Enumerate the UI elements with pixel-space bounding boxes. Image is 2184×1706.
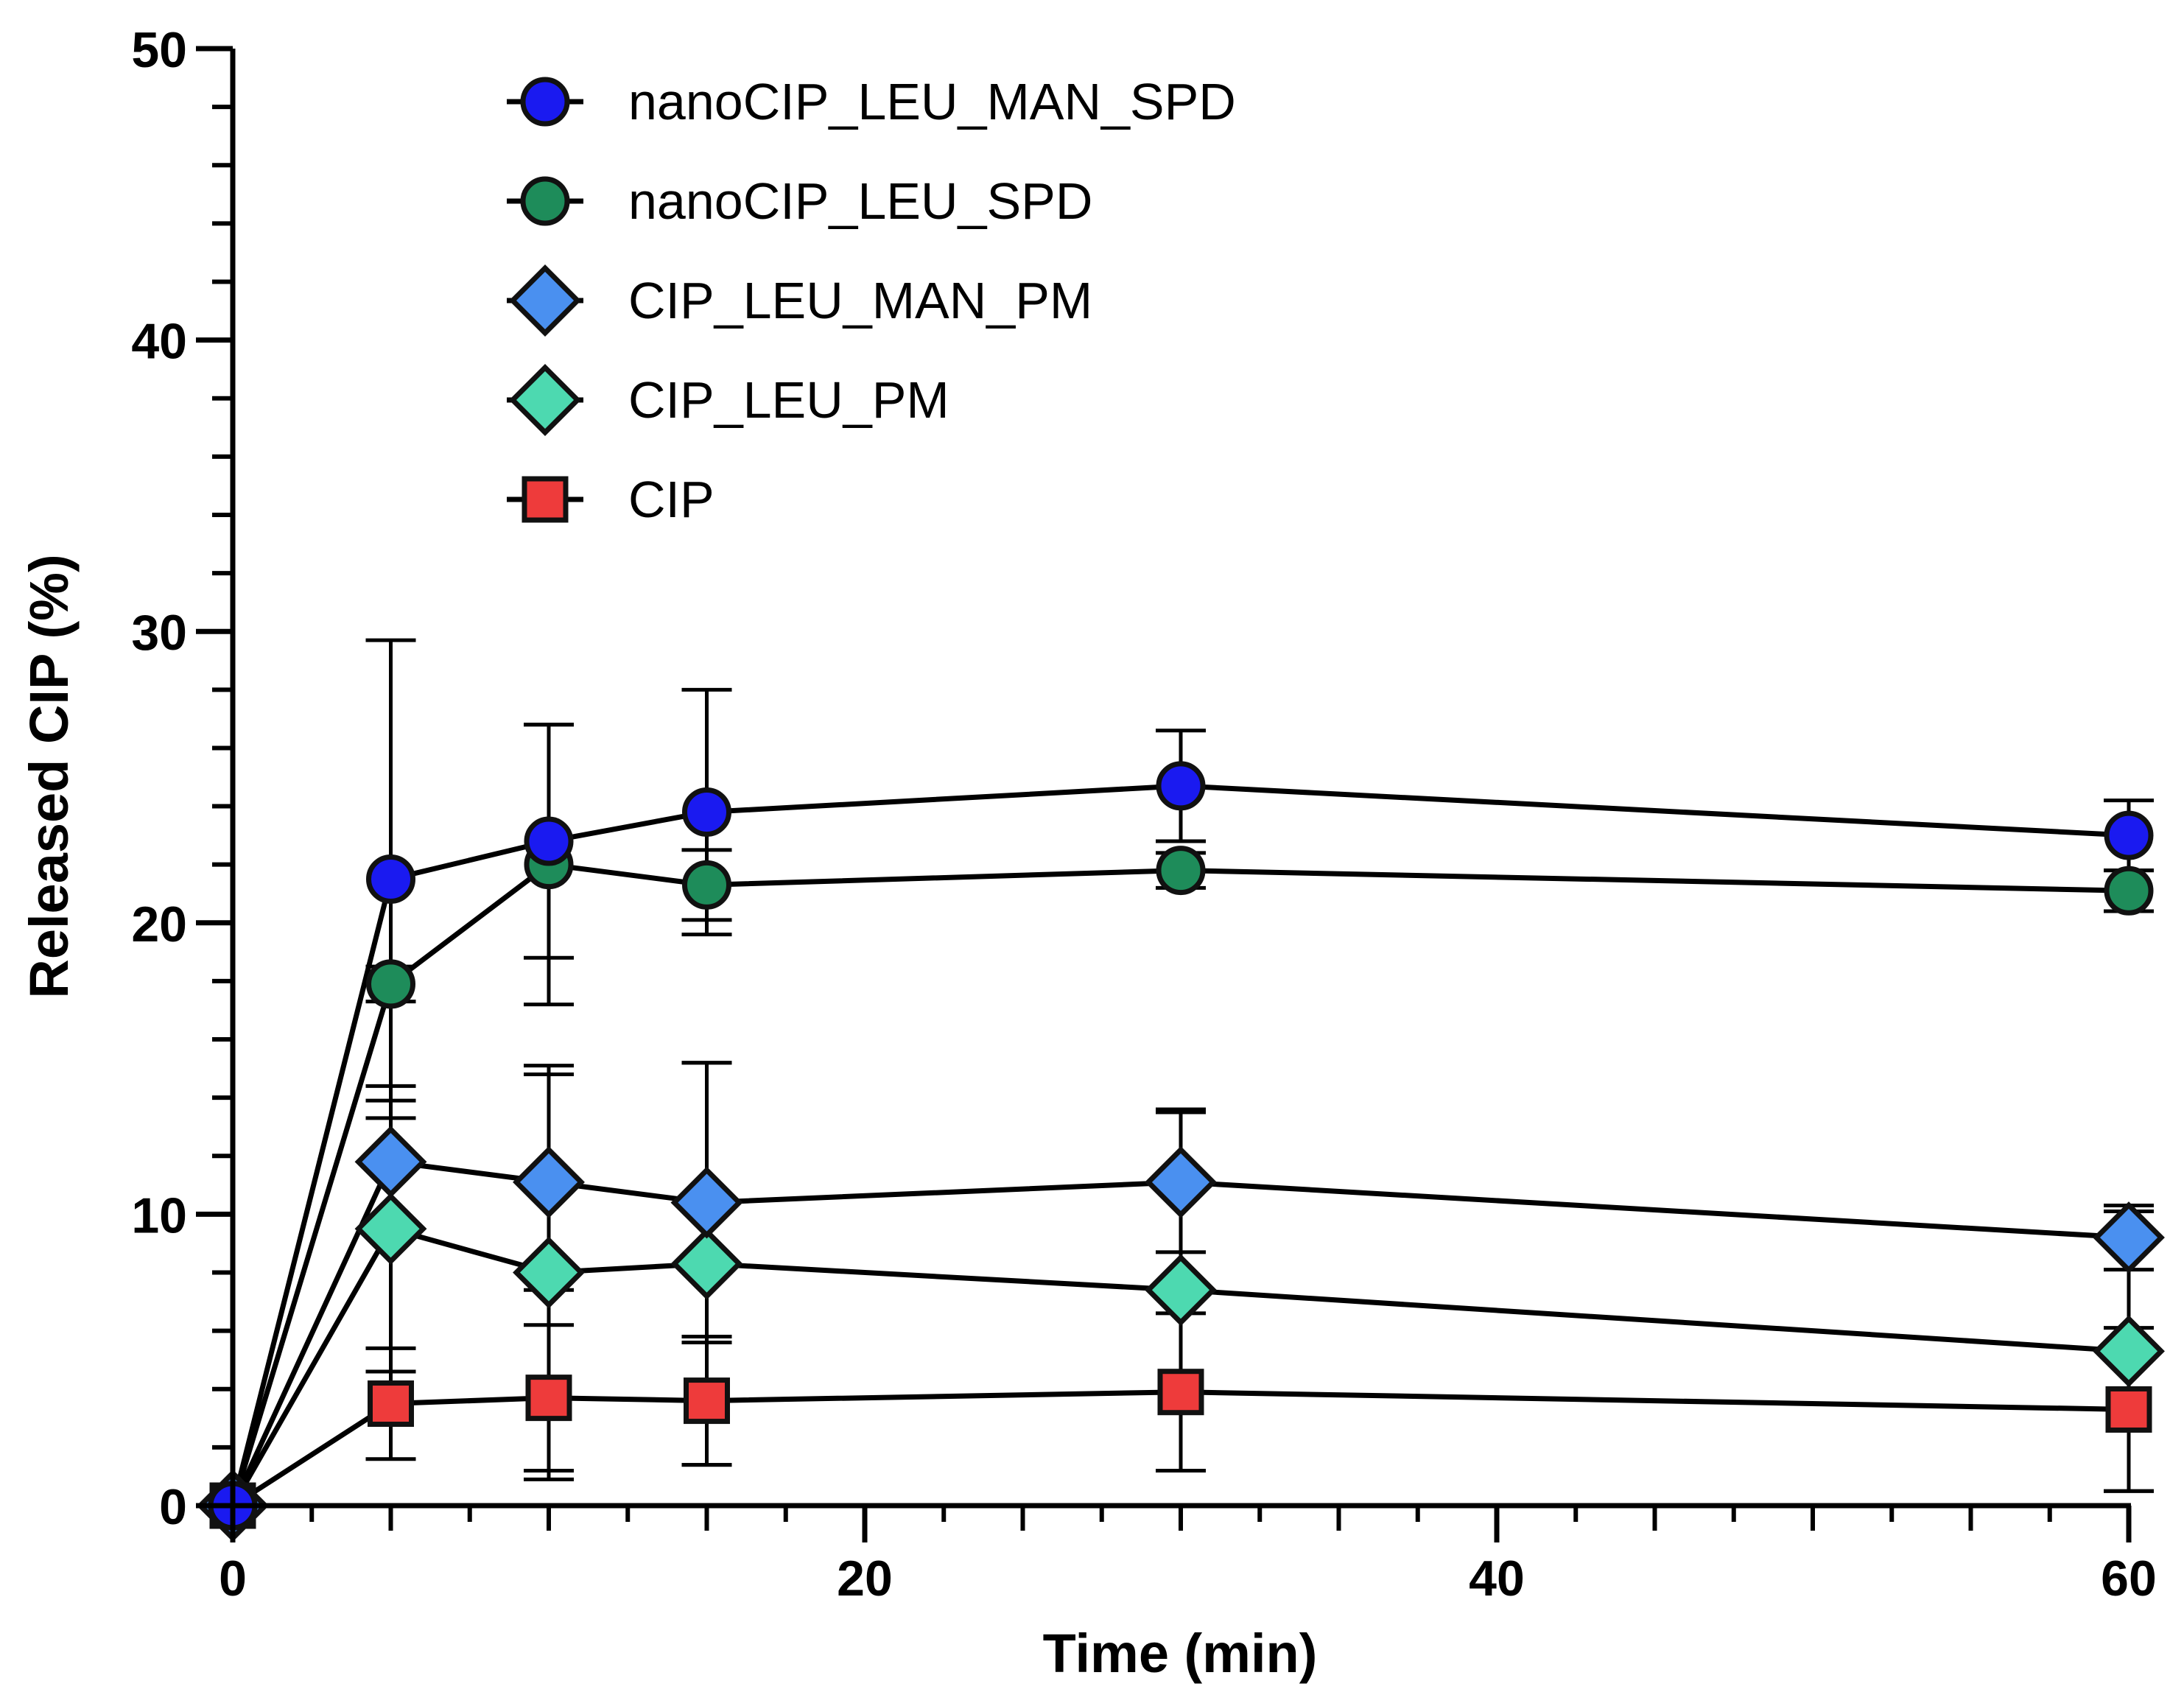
data-point xyxy=(368,1380,414,1428)
series-line xyxy=(230,1226,2129,1507)
data-point xyxy=(524,816,574,866)
data-point xyxy=(1156,846,1206,896)
data-point xyxy=(354,1193,427,1266)
data-point xyxy=(684,1377,730,1425)
y-tick-label: 10 xyxy=(131,1187,187,1243)
legend-item: nanoCIP_LEU_MAN_SPD xyxy=(507,73,1236,130)
data-point xyxy=(2104,866,2154,916)
legend: nanoCIP_LEU_MAN_SPD nanoCIP_LEU_SPD CIP_LE… xyxy=(507,73,1236,528)
markers-nanoCIP_LEU_MAN_SPD xyxy=(208,761,2154,1531)
legend-marker xyxy=(522,476,569,523)
series-line xyxy=(230,862,2129,1507)
data-point xyxy=(2104,810,2154,860)
legend-item: CIP xyxy=(507,471,714,528)
y-tick-label: 40 xyxy=(131,314,187,370)
data-point xyxy=(366,854,415,904)
x-tick-label: 0 xyxy=(219,1551,247,1607)
data-point xyxy=(1145,1254,1217,1327)
data-point xyxy=(1156,761,1206,811)
x-tick-label: 40 xyxy=(1469,1551,1525,1607)
data-point xyxy=(1157,1369,1204,1416)
data-point xyxy=(670,1227,743,1300)
data-point xyxy=(366,959,415,1009)
data-point xyxy=(354,1126,427,1198)
y-tick-label: 20 xyxy=(131,896,187,952)
y-tick-label: 50 xyxy=(131,22,187,78)
legend-label: CIP xyxy=(628,471,714,528)
data-point xyxy=(513,1145,585,1218)
legend-marker xyxy=(509,364,581,436)
y-tick-label: 30 xyxy=(131,605,187,661)
x-tick-label: 60 xyxy=(2101,1551,2157,1607)
y-axis-label: Released CIP (%) xyxy=(18,554,80,998)
legend-label: CIP_LEU_MAN_PM xyxy=(628,272,1092,329)
x-tick-label: 20 xyxy=(837,1551,893,1607)
data-point xyxy=(525,1375,572,1422)
series-line xyxy=(230,783,2129,1506)
legend-item: CIP_LEU_PM xyxy=(507,364,949,436)
legend-label: CIP_LEU_PM xyxy=(628,371,949,429)
axes: 0 10 20 30 40 50 0 20 40 60 xyxy=(131,22,2156,1607)
legend-item: nanoCIP_LEU_SPD xyxy=(507,172,1092,230)
data-point xyxy=(2093,1201,2165,1274)
data-point xyxy=(670,1166,743,1239)
x-axis-label: Time (min) xyxy=(1043,1623,1318,1684)
data-point xyxy=(2105,1386,2152,1433)
y-tick-label: 0 xyxy=(159,1479,187,1535)
data-point xyxy=(1145,1145,1217,1218)
legend-label: nanoCIP_LEU_MAN_SPD xyxy=(628,73,1236,130)
legend-marker xyxy=(520,176,570,226)
legend-marker xyxy=(520,77,570,127)
legend-item: CIP_LEU_MAN_PM xyxy=(507,264,1092,337)
data-point xyxy=(2093,1315,2165,1388)
data-point xyxy=(682,860,731,910)
legend-marker xyxy=(509,264,581,337)
data-point xyxy=(513,1236,585,1309)
legend-label: nanoCIP_LEU_SPD xyxy=(628,172,1092,230)
markers-CIP_LEU_PM xyxy=(197,1193,2165,1542)
series-line xyxy=(231,1389,2129,1508)
plot-area xyxy=(197,638,2165,1542)
data-point xyxy=(682,787,731,837)
